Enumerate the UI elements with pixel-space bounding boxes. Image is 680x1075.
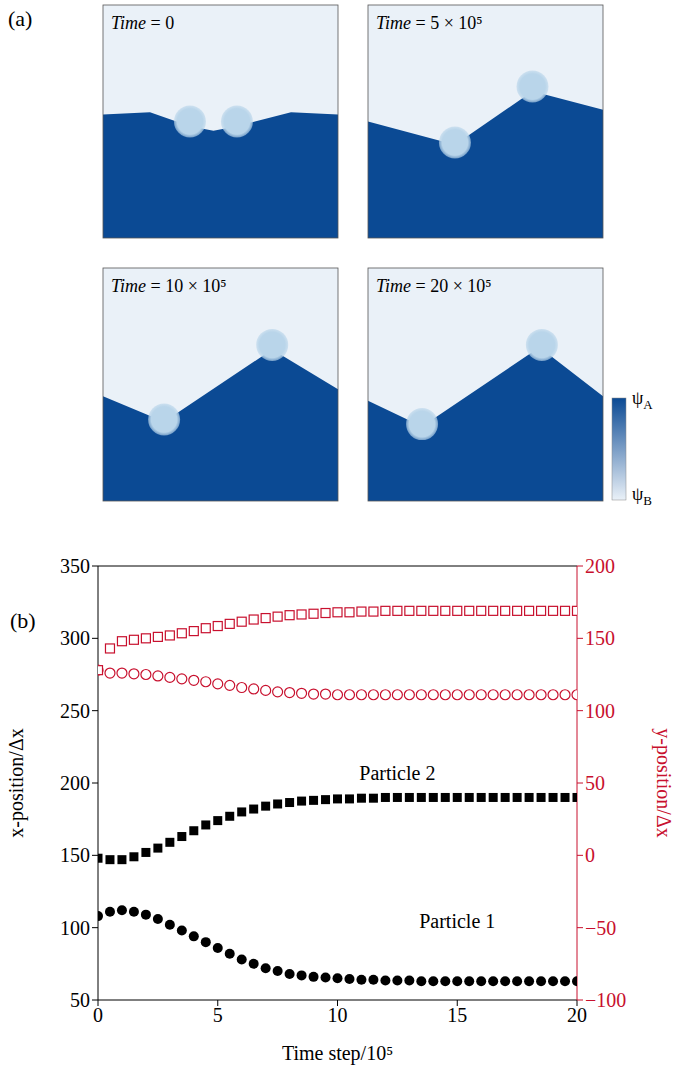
svg-text:Time = 0: Time = 0 xyxy=(111,13,174,33)
svg-text:−50: −50 xyxy=(585,917,616,939)
svg-text:300: 300 xyxy=(60,627,90,649)
svg-text:200: 200 xyxy=(585,555,615,577)
svg-text:x-position/Δx: x-position/Δx xyxy=(5,728,28,838)
html-text:(b): (b) xyxy=(10,608,36,633)
svg-text:Time = 5 × 10⁵: Time = 5 × 10⁵ xyxy=(376,13,483,33)
svg-text:Particle 2: Particle 2 xyxy=(359,762,435,784)
svg-text:Time step/10⁵: Time step/10⁵ xyxy=(282,1042,393,1065)
svg-text:150: 150 xyxy=(585,627,615,649)
svg-text:350: 350 xyxy=(60,555,90,577)
svg-text:Time = 10 × 10⁵: Time = 10 × 10⁵ xyxy=(111,276,227,296)
svg-text:Particle 1: Particle 1 xyxy=(419,910,495,932)
svg-text:0: 0 xyxy=(585,844,595,866)
svg-text:y-position/Δx: y-position/Δx xyxy=(652,728,675,838)
svg-text:10: 10 xyxy=(328,1004,348,1026)
svg-text:100: 100 xyxy=(585,700,615,722)
svg-text:−100: −100 xyxy=(585,989,626,1011)
svg-text:250: 250 xyxy=(60,700,90,722)
svg-text:15: 15 xyxy=(447,1004,467,1026)
svg-text:5: 5 xyxy=(213,1004,223,1026)
svg-text:150: 150 xyxy=(60,844,90,866)
svg-text:20: 20 xyxy=(567,1004,587,1026)
svg-text:0: 0 xyxy=(93,1004,103,1026)
svg-text:100: 100 xyxy=(60,917,90,939)
svg-text:(a): (a) xyxy=(8,6,32,31)
svg-text:ψB: ψB xyxy=(632,484,652,508)
svg-text:ψA: ψA xyxy=(632,388,653,412)
svg-text:Time = 20 × 10⁵: Time = 20 × 10⁵ xyxy=(376,276,492,296)
svg-text:50: 50 xyxy=(70,989,90,1011)
svg-text:50: 50 xyxy=(585,772,605,794)
svg-text:200: 200 xyxy=(60,772,90,794)
